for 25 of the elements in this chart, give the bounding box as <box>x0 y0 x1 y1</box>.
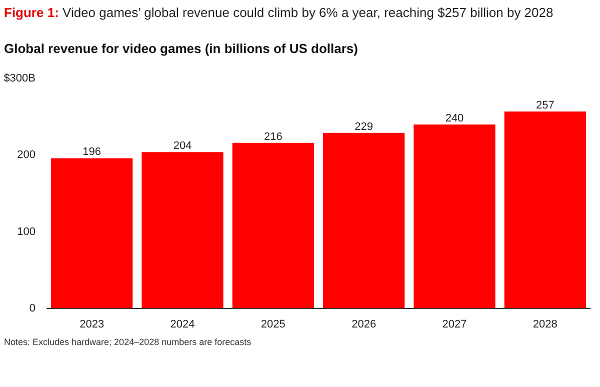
chart-subtitle: Global revenue for video games (in billions of US dollars) <box>4 40 358 58</box>
bar <box>323 132 405 308</box>
x-tick-label: 2025 <box>260 318 286 330</box>
bar <box>504 111 586 308</box>
x-tick-label: 2028 <box>532 318 558 330</box>
data-label: 204 <box>173 140 192 152</box>
data-label: 229 <box>354 120 374 133</box>
y-tick-label: $300B <box>4 72 36 84</box>
y-tick-label: 100 <box>17 226 36 238</box>
bar <box>142 152 224 308</box>
bar <box>51 158 133 308</box>
x-tick-label: 2027 <box>442 318 467 330</box>
x-tick-label: 2026 <box>352 318 376 330</box>
bar <box>232 142 314 308</box>
data-label: 257 <box>536 99 554 112</box>
chart-title: Figure 1: Video games’ global revenue could climb by 6% a year, reaching $257 billion by 2028 <box>4 4 554 22</box>
data-label: 240 <box>445 112 464 124</box>
y-tick-label: 0 <box>29 302 36 314</box>
x-tick-label: 2024 <box>170 318 195 330</box>
y-tick-label: 200 <box>17 149 36 162</box>
text: Notes: Excludes hardware; 2024–2028 numbers are forecasts <box>4 336 252 349</box>
data-label: 196 <box>82 146 102 158</box>
x-tick-label: 2023 <box>80 318 104 330</box>
bar <box>414 124 496 308</box>
data-label: 216 <box>264 130 282 143</box>
